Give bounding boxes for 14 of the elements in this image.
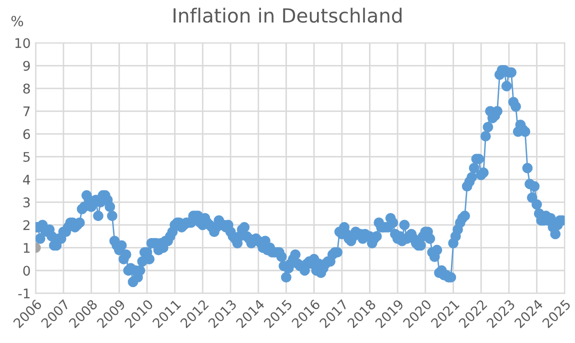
y-tick-label: 7 xyxy=(23,106,30,116)
y-tick-label: 6 xyxy=(23,129,30,140)
y-tick-label: 5 xyxy=(23,152,30,162)
y-axis-title: % xyxy=(11,16,24,26)
y-tick-label: 2 xyxy=(23,220,30,230)
y-tick-label: 8 xyxy=(23,84,30,94)
y-tick-label: 4 xyxy=(23,174,30,184)
y-tick-label: 1 xyxy=(24,243,30,253)
chart-title: Inflation in Deutschland xyxy=(174,8,402,23)
y-tick-label: 10 xyxy=(15,38,30,48)
y-tick-label: -1 xyxy=(18,288,30,298)
y-tick-label: 9 xyxy=(23,60,30,71)
y-tick-label: 0 xyxy=(23,266,30,276)
y-tick-label: 3 xyxy=(23,197,30,208)
